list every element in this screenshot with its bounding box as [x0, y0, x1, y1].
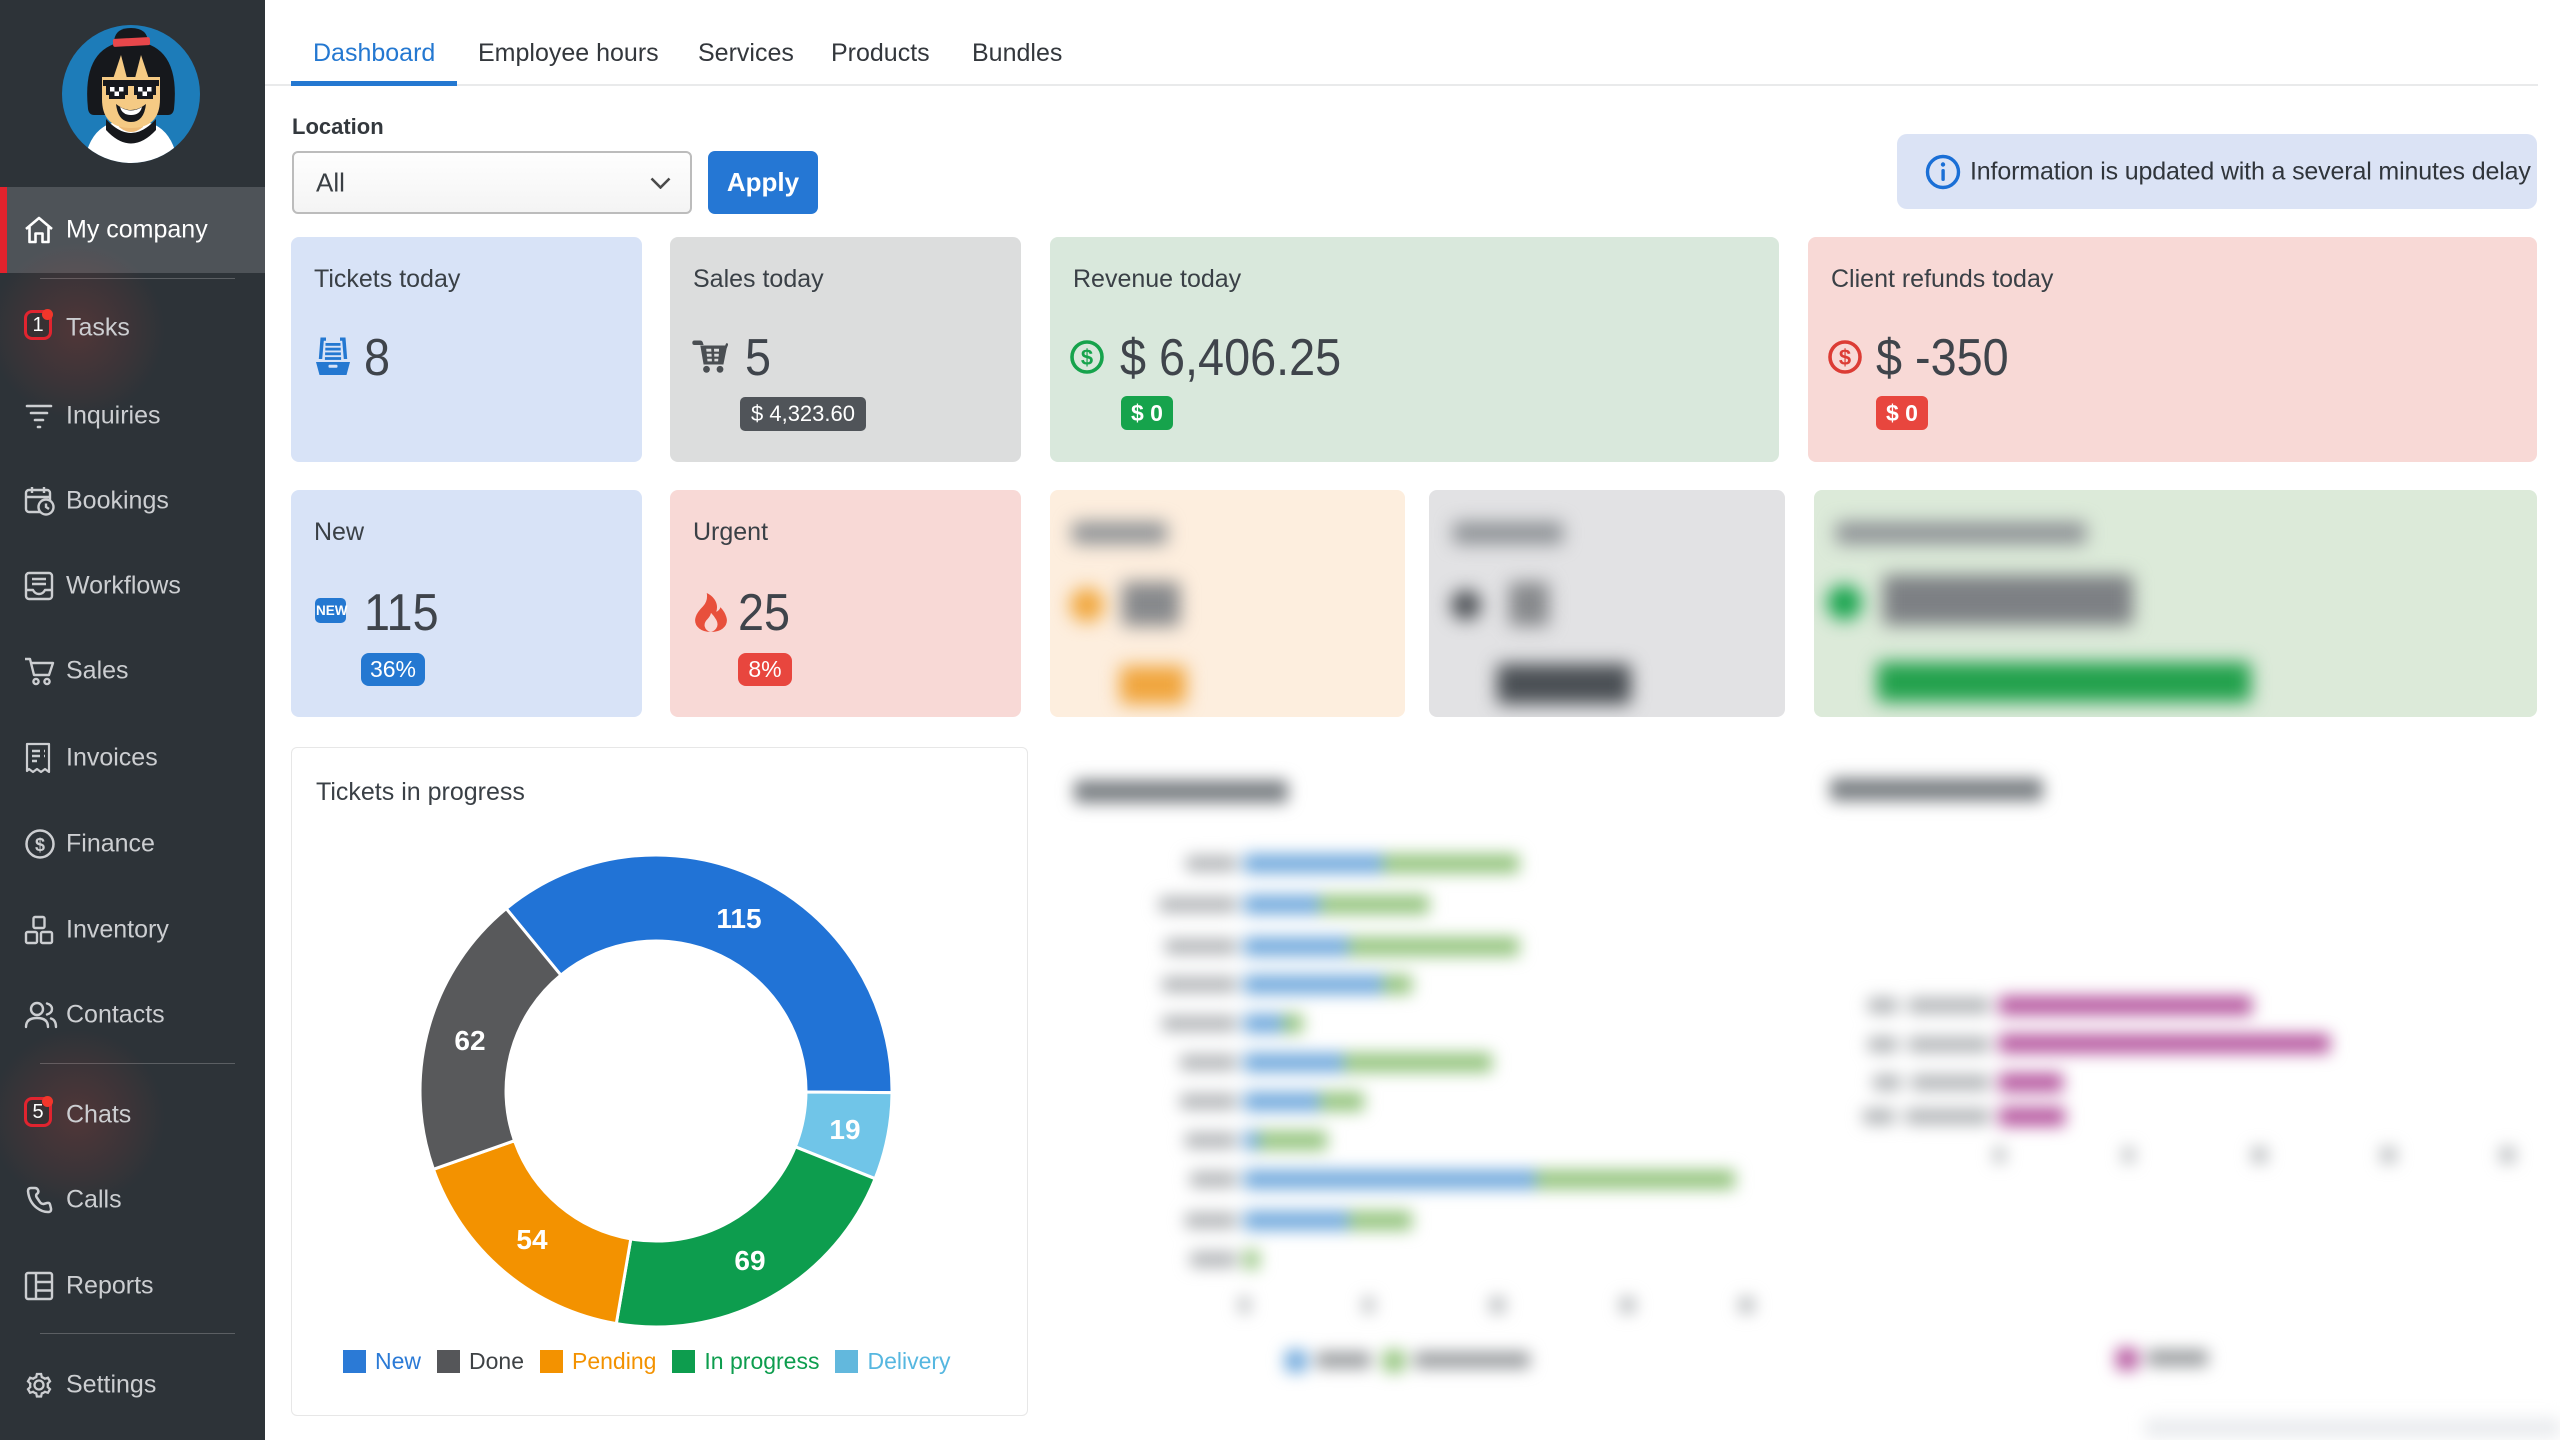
svg-text:54: 54: [516, 1224, 548, 1255]
svg-text:62: 62: [454, 1025, 485, 1056]
svg-text:115: 115: [716, 903, 761, 934]
svg-text:$: $: [35, 835, 45, 855]
svg-text:19: 19: [829, 1114, 860, 1145]
svg-text:69: 69: [734, 1245, 765, 1276]
svg-text:$: $: [1081, 345, 1093, 370]
svg-text:$: $: [1839, 345, 1851, 370]
